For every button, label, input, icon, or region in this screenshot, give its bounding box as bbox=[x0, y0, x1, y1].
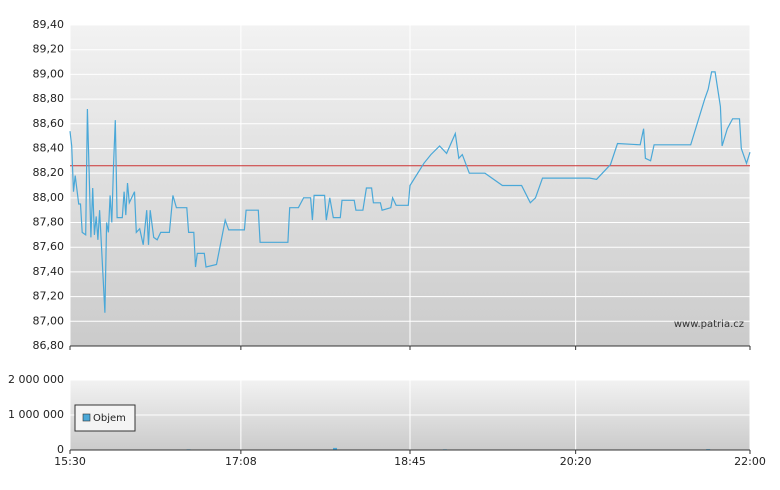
x-tick-label: 18:45 bbox=[394, 455, 426, 468]
y-tick-label: 89,00 bbox=[33, 67, 65, 80]
y-tick-label: 87,80 bbox=[33, 216, 65, 229]
y-tick-label: 88,80 bbox=[33, 92, 65, 105]
volume-bar bbox=[333, 447, 338, 450]
x-tick-label: 15:30 bbox=[54, 455, 86, 468]
y-tick-label: 89,40 bbox=[33, 18, 65, 31]
y-tick-label: 87,60 bbox=[33, 240, 65, 253]
legend-label: Objem bbox=[93, 413, 126, 424]
y-tick-label: 86,80 bbox=[33, 339, 65, 352]
y-tick-label: 87,40 bbox=[33, 265, 65, 278]
price-line bbox=[69, 71, 751, 313]
x-tick-label: 20:20 bbox=[560, 455, 592, 468]
y-tick-label: 87,20 bbox=[33, 290, 65, 303]
x-tick-label: 22:00 bbox=[734, 455, 766, 468]
y-tick-label: 89,20 bbox=[33, 43, 65, 56]
y-tick-label: 2 000 000 bbox=[8, 373, 64, 386]
y-tick-label: 88,60 bbox=[33, 117, 65, 130]
y-tick-label: 1 000 000 bbox=[8, 408, 64, 421]
y-tick-label: 88,00 bbox=[33, 191, 65, 204]
x-tick-label: 17:08 bbox=[225, 455, 257, 468]
y-tick-label: 88,20 bbox=[33, 166, 65, 179]
y-tick-label: 87,00 bbox=[33, 314, 65, 327]
legend-swatch bbox=[82, 413, 91, 422]
y-tick-label: 0 bbox=[57, 443, 64, 456]
y-tick-label: 88,40 bbox=[33, 141, 65, 154]
watermark: www.patria.cz bbox=[674, 319, 744, 330]
